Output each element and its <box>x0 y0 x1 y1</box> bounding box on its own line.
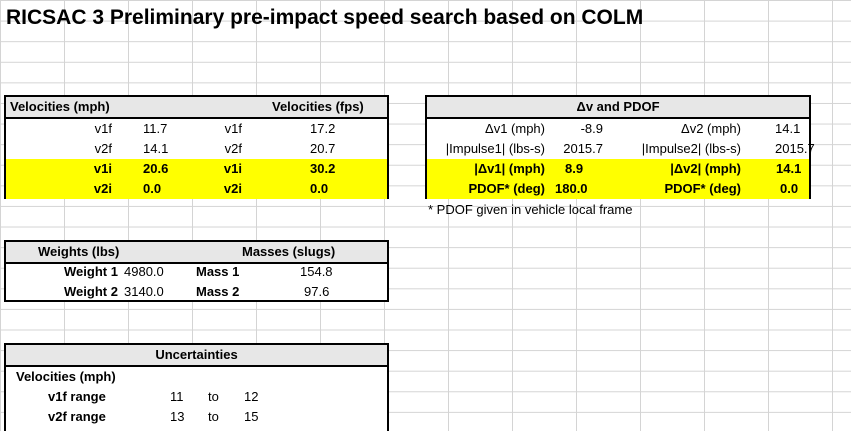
velocities-fps-header[interactable]: Velocities (fps) <box>272 99 364 114</box>
cell-label[interactable]: v1i <box>223 161 242 176</box>
cell-label[interactable]: |Impulse2| (lbs-s) <box>641 141 741 156</box>
cell-label[interactable]: Weight 1 <box>64 264 118 279</box>
cell-label[interactable]: Δv2 (mph) <box>681 121 741 136</box>
cell-label[interactable]: PDOF* (deg) <box>664 181 741 196</box>
velocities-row-highlight: v2i 0.0 v2i 0.0 <box>6 179 387 199</box>
cell-value[interactable]: 17.2 <box>310 121 336 136</box>
cell-value[interactable]: 0.0 <box>143 181 162 196</box>
cell-value[interactable]: 0.0 <box>310 181 329 196</box>
weights-row: Weight 2 3140.0 Mass 2 97.6 <box>6 282 387 302</box>
weights-header: Weights (lbs) Masses (slugs) <box>6 242 387 264</box>
cell-value[interactable]: 30.2 <box>310 161 336 176</box>
cell-value[interactable]: 13 <box>170 409 185 424</box>
cell-label[interactable]: v2i <box>93 181 112 196</box>
cell-value[interactable]: 15 <box>244 409 259 424</box>
uncertainties-header: Uncertainties <box>6 345 387 367</box>
velocities-row-highlight: v1i 20.6 v1i 30.2 <box>6 159 387 179</box>
uncertainties-table: Uncertainties Velocities (mph) v1f range… <box>4 343 389 431</box>
weights-table: Weights (lbs) Masses (slugs) Weight 1 49… <box>4 240 389 302</box>
dv-row: |Impulse1| (lbs-s) 2015.7 |Impulse2| (lb… <box>427 139 815 159</box>
cell-label[interactable]: |Impulse1| (lbs-s) <box>445 141 545 156</box>
weights-header-label[interactable]: Weights (lbs) <box>38 244 120 259</box>
dv-pdof-table: Δv and PDOF Δv1 (mph) -8.9 Δv2 (mph) 14.… <box>425 95 815 199</box>
dv-row-highlight: PDOF* (deg) 180.0 PDOF* (deg) 0.0 <box>427 179 809 199</box>
cell-value[interactable]: 3140.0 <box>124 284 164 299</box>
weights-row: Weight 1 4980.0 Mass 1 154.8 <box>6 262 387 282</box>
uncertainties-row: v1f range 11 to 12 <box>6 387 387 407</box>
cell-label[interactable]: v2f <box>224 141 242 156</box>
cell-value[interactable]: 14.1 <box>776 161 802 176</box>
uncertainties-header-label[interactable]: Uncertainties <box>155 347 238 362</box>
cell-value[interactable]: 154.8 <box>300 264 333 279</box>
cell-label[interactable]: Δv1 (mph) <box>485 121 545 136</box>
masses-header-label[interactable]: Masses (slugs) <box>242 244 336 259</box>
uncertainties-row: v2f range 13 to 15 <box>6 407 387 427</box>
cell-value[interactable]: 2015.7 <box>775 141 815 156</box>
cell-label[interactable]: v2i <box>223 181 242 196</box>
cell-label[interactable]: v2f range <box>48 409 106 424</box>
velocities-row: v1f 11.7 v1f 17.2 <box>6 119 387 139</box>
cell-label[interactable]: v2f <box>94 141 112 156</box>
cell-value[interactable]: -8.9 <box>580 121 603 136</box>
cell-value[interactable]: 2015.7 <box>563 141 603 156</box>
velocities-header: Velocities (mph) Velocities (fps) <box>6 97 387 119</box>
uncertainties-subheader: Velocities (mph) <box>6 367 387 387</box>
cell-value[interactable]: 180.0 <box>555 181 588 196</box>
cell-value[interactable]: 20.6 <box>143 161 169 176</box>
dv-row-highlight: |Δv1| (mph) 8.9 |Δv2| (mph) 14.1 <box>427 159 809 179</box>
cell-value[interactable]: 11 <box>170 389 184 404</box>
dv-pdof-header[interactable]: Δv and PDOF <box>576 99 660 114</box>
cell-label[interactable]: v1f <box>94 121 112 136</box>
cell-value[interactable]: 4980.0 <box>124 264 164 279</box>
velocities-row: v2f 14.1 v2f 20.7 <box>6 139 387 159</box>
cell-value[interactable]: 20.7 <box>310 141 336 156</box>
cell-label[interactable]: PDOF* (deg) <box>468 181 545 196</box>
dv-row: Δv1 (mph) -8.9 Δv2 (mph) 14.1 <box>427 119 809 139</box>
cell-label[interactable]: Mass 2 <box>196 284 240 299</box>
cell-label[interactable]: v1f <box>224 121 242 136</box>
cell-label[interactable]: Velocities (mph) <box>16 369 116 384</box>
cell-label[interactable]: v1f range <box>48 389 106 404</box>
cell-value[interactable]: 11.7 <box>143 121 168 136</box>
cell-value[interactable]: 14.1 <box>775 121 801 136</box>
cell-label[interactable]: Mass 1 <box>196 264 240 279</box>
cell-value[interactable]: 0.0 <box>780 181 799 196</box>
cell-value[interactable]: 12 <box>244 389 259 404</box>
dv-header: Δv and PDOF <box>427 97 809 119</box>
velocities-table: Velocities (mph) Velocities (fps) v1f 11… <box>4 95 389 199</box>
velocities-mph-header[interactable]: Velocities (mph) <box>10 99 110 114</box>
cell-text[interactable]: to <box>208 389 219 404</box>
cell-value[interactable]: 14.1 <box>143 141 169 156</box>
sheet-title[interactable]: RICSAC 3 Preliminary pre-impact speed se… <box>6 6 644 29</box>
cell-text[interactable]: to <box>208 409 219 424</box>
cell-label[interactable]: |Δv2| (mph) <box>670 161 741 176</box>
cell-label[interactable]: v1i <box>93 161 112 176</box>
cell-label[interactable]: Weight 2 <box>64 284 118 299</box>
cell-label[interactable]: |Δv1| (mph) <box>474 161 545 176</box>
cell-value[interactable]: 97.6 <box>304 284 330 299</box>
pdof-footnote[interactable]: * PDOF given in vehicle local frame <box>428 202 633 217</box>
cell-value[interactable]: 8.9 <box>565 161 584 176</box>
